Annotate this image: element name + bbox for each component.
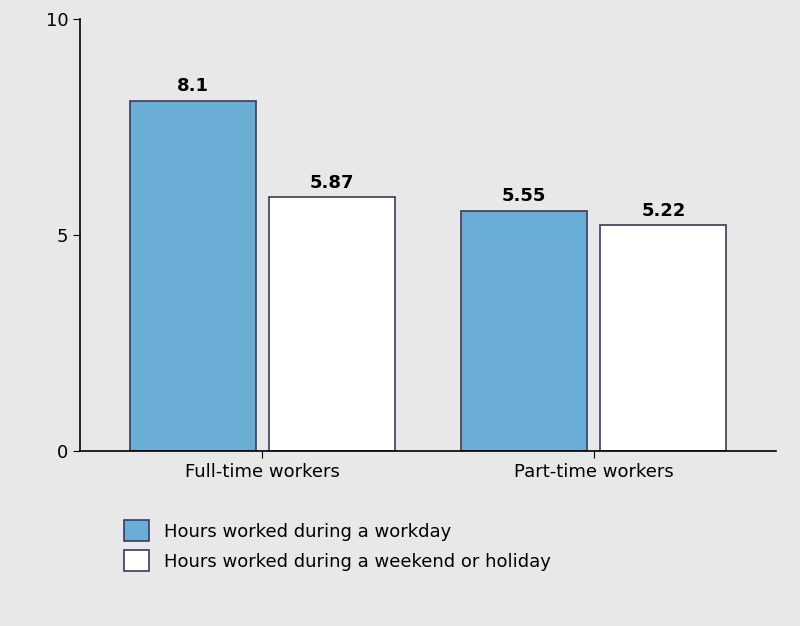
Bar [461,211,587,451]
Text: 8.1: 8.1 [177,77,209,95]
Bar [130,101,256,451]
Bar [269,197,395,451]
Legend: Hours worked during a workday, Hours worked during a weekend or holiday: Hours worked during a workday, Hours wor… [124,520,550,571]
Bar [600,225,726,451]
Text: 5.55: 5.55 [502,187,546,205]
Text: 5.87: 5.87 [310,173,354,192]
Text: 5.22: 5.22 [641,202,686,220]
